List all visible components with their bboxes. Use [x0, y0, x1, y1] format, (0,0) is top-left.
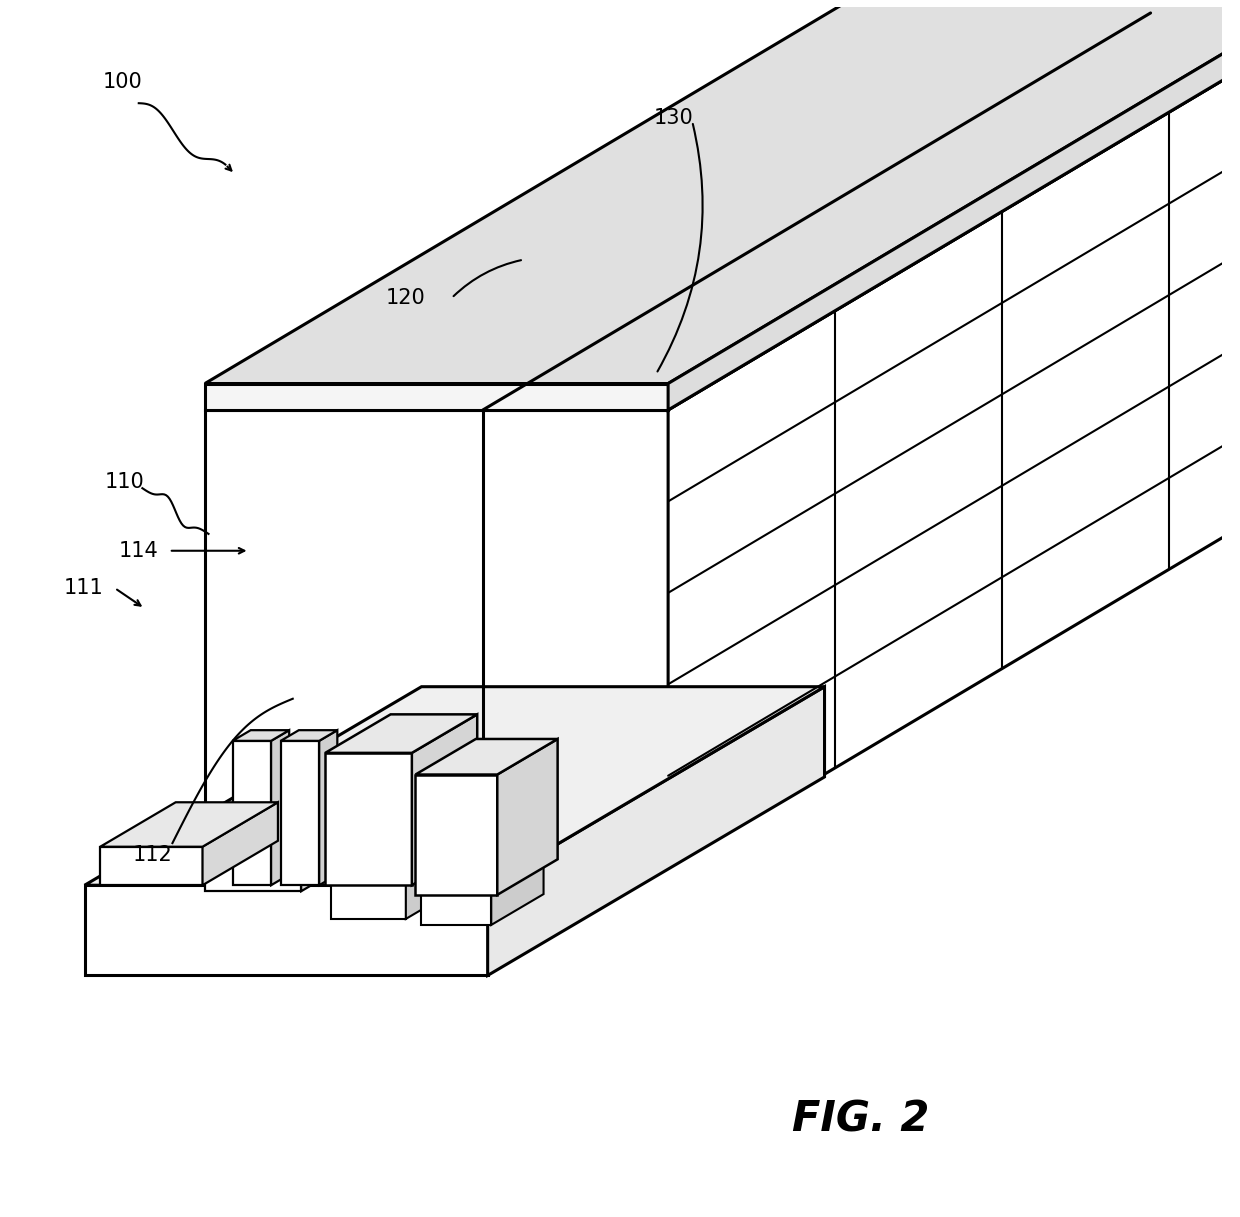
Polygon shape	[491, 860, 543, 925]
Text: 120: 120	[386, 288, 425, 308]
Polygon shape	[668, 0, 1240, 410]
Polygon shape	[301, 815, 373, 891]
Polygon shape	[319, 730, 337, 885]
Polygon shape	[331, 851, 461, 882]
Polygon shape	[233, 741, 272, 885]
Polygon shape	[668, 13, 1240, 868]
Text: 111: 111	[64, 578, 104, 598]
Polygon shape	[280, 741, 319, 885]
Polygon shape	[412, 714, 477, 885]
Polygon shape	[205, 0, 1240, 383]
Polygon shape	[205, 13, 1240, 410]
Polygon shape	[202, 802, 278, 885]
Text: FIG. 2: FIG. 2	[792, 1099, 929, 1140]
Polygon shape	[325, 714, 477, 753]
Polygon shape	[415, 774, 497, 894]
Polygon shape	[100, 802, 278, 847]
Polygon shape	[280, 730, 337, 741]
Text: 112: 112	[133, 845, 172, 865]
Polygon shape	[205, 410, 668, 868]
Polygon shape	[205, 383, 668, 410]
Polygon shape	[405, 851, 461, 919]
Polygon shape	[100, 847, 202, 885]
Polygon shape	[205, 858, 301, 891]
Polygon shape	[325, 753, 412, 885]
Text: 114: 114	[118, 540, 157, 561]
Text: 130: 130	[653, 107, 693, 128]
Polygon shape	[84, 686, 825, 885]
Polygon shape	[487, 686, 825, 976]
Polygon shape	[233, 730, 289, 741]
Polygon shape	[331, 882, 405, 919]
Text: 110: 110	[105, 472, 145, 492]
Polygon shape	[422, 860, 543, 891]
Polygon shape	[415, 739, 558, 774]
Polygon shape	[422, 891, 491, 925]
Polygon shape	[205, 815, 373, 858]
Text: 100: 100	[103, 72, 143, 91]
Polygon shape	[84, 885, 487, 976]
Polygon shape	[272, 730, 289, 885]
Polygon shape	[497, 739, 558, 894]
